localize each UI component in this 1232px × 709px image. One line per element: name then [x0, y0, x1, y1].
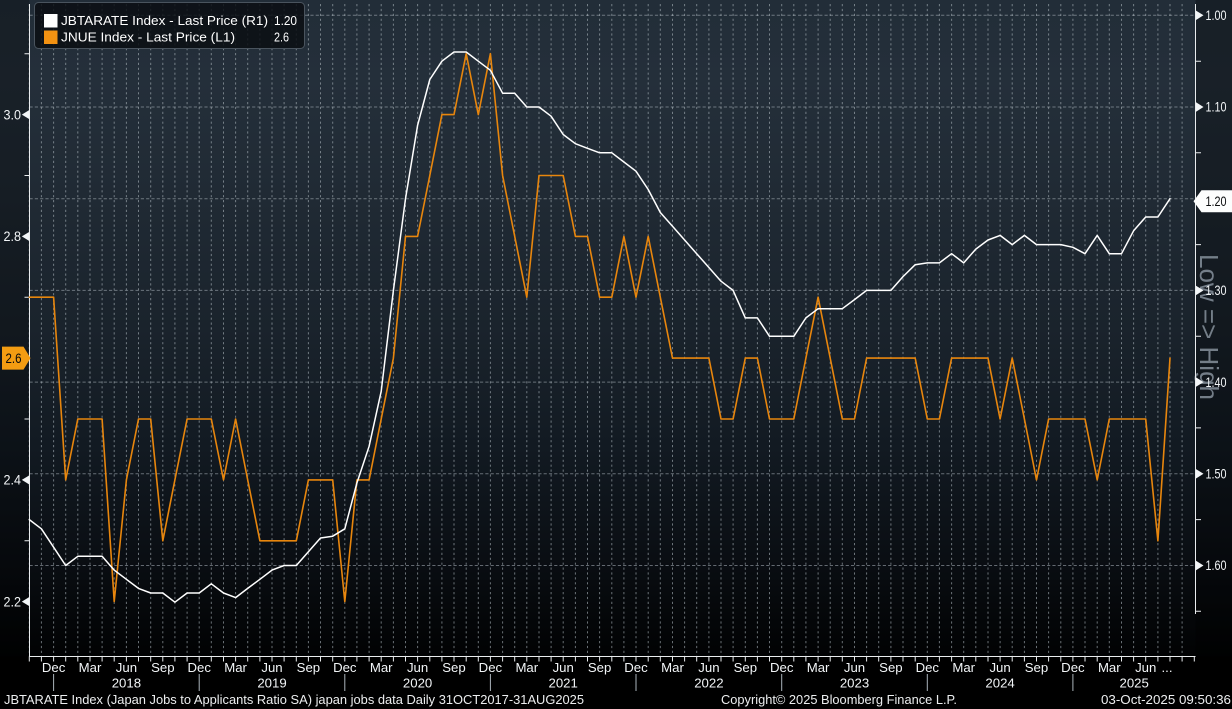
svg-text:Dec: Dec: [42, 660, 66, 675]
svg-text:2022: 2022: [694, 676, 723, 691]
svg-text:Jun: Jun: [407, 660, 428, 675]
svg-text:JBTARATE Index - Last Price (R: JBTARATE Index - Last Price (R1): [61, 13, 268, 28]
svg-text:1.40: 1.40: [1206, 375, 1227, 390]
svg-text:Jun: Jun: [698, 660, 719, 675]
svg-text:Mar: Mar: [807, 660, 830, 675]
svg-text:Jun: Jun: [553, 660, 574, 675]
svg-text:Sep: Sep: [1025, 660, 1048, 675]
svg-text:2.4: 2.4: [4, 473, 22, 488]
svg-text:2018: 2018: [112, 676, 141, 691]
svg-text:JNUE Index - Last Price (L1): JNUE Index - Last Price (L1): [61, 30, 235, 45]
svg-text:Jun: Jun: [116, 660, 137, 675]
svg-text:1.00: 1.00: [1206, 8, 1227, 23]
svg-text:1.20: 1.20: [1206, 194, 1227, 209]
svg-text:JBTARATE Index (Japan Jobs to: JBTARATE Index (Japan Jobs to Applicants…: [4, 692, 584, 707]
svg-text:Sep: Sep: [442, 660, 465, 675]
svg-text:1.50: 1.50: [1206, 467, 1227, 482]
svg-text:Jun: Jun: [844, 660, 865, 675]
svg-text:1.20: 1.20: [274, 13, 297, 28]
svg-text:Sep: Sep: [151, 660, 174, 675]
svg-text:3.0: 3.0: [4, 107, 22, 122]
svg-text:Low => High: Low => High: [1194, 254, 1224, 400]
svg-text:2021: 2021: [549, 676, 578, 691]
svg-text:...: ...: [1162, 660, 1173, 675]
svg-text:Dec: Dec: [479, 660, 503, 675]
svg-text:2024: 2024: [985, 676, 1014, 691]
svg-text:Mar: Mar: [952, 660, 975, 675]
svg-text:Dec: Dec: [624, 660, 648, 675]
svg-text:Dec: Dec: [333, 660, 357, 675]
svg-text:Jun: Jun: [989, 660, 1010, 675]
svg-text:2023: 2023: [840, 676, 869, 691]
svg-text:03-Oct-2025 09:50:36: 03-Oct-2025 09:50:36: [1101, 692, 1231, 707]
svg-text:Mar: Mar: [224, 660, 247, 675]
svg-text:Sep: Sep: [734, 660, 757, 675]
svg-text:Mar: Mar: [370, 660, 393, 675]
svg-text:1.60: 1.60: [1206, 558, 1227, 573]
svg-text:Dec: Dec: [916, 660, 940, 675]
svg-text:Mar: Mar: [79, 660, 102, 675]
svg-text:Mar: Mar: [515, 660, 538, 675]
svg-text:Jun: Jun: [1135, 660, 1156, 675]
svg-text:2.8: 2.8: [4, 229, 22, 244]
svg-text:Jun: Jun: [261, 660, 282, 675]
svg-text:2.2: 2.2: [4, 594, 22, 609]
svg-text:Copyright© 2025 Bloomberg Fina: Copyright© 2025 Bloomberg Finance L.P.: [721, 692, 957, 707]
svg-text:1.10: 1.10: [1206, 100, 1227, 115]
svg-text:Mar: Mar: [1098, 660, 1121, 675]
svg-text:Dec: Dec: [770, 660, 794, 675]
svg-text:Sep: Sep: [879, 660, 902, 675]
svg-text:Sep: Sep: [297, 660, 320, 675]
svg-text:Mar: Mar: [661, 660, 684, 675]
svg-text:2020: 2020: [403, 676, 432, 691]
svg-text:2.6: 2.6: [274, 30, 289, 45]
svg-text:2025: 2025: [1120, 676, 1149, 691]
svg-text:2.6: 2.6: [6, 350, 22, 366]
svg-text:Sep: Sep: [588, 660, 611, 675]
svg-text:1.30: 1.30: [1206, 283, 1227, 298]
svg-text:Dec: Dec: [1061, 660, 1085, 675]
svg-text:2019: 2019: [257, 676, 286, 691]
svg-text:Dec: Dec: [187, 660, 211, 675]
